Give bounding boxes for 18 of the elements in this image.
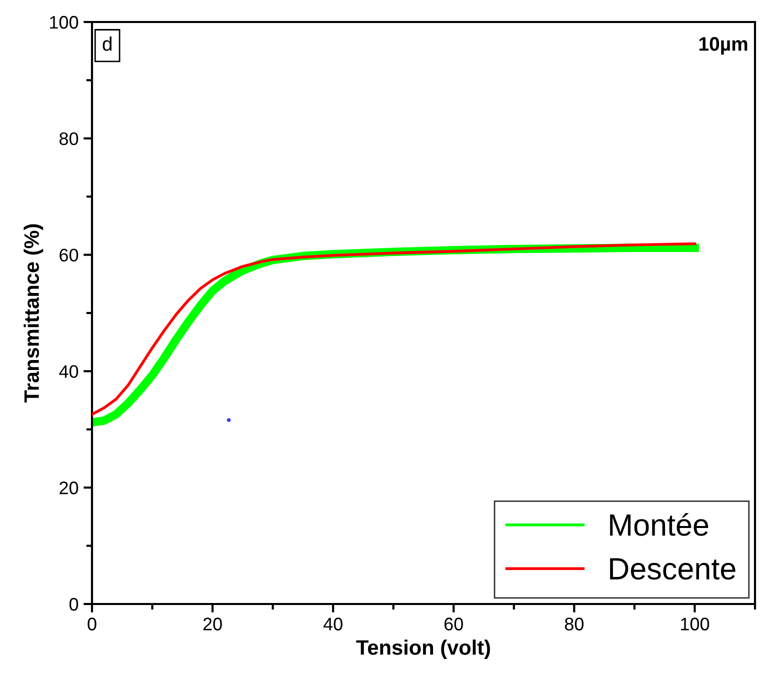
y-tick-label: 80 xyxy=(60,132,78,146)
annotation: 10µm xyxy=(699,37,748,55)
y-tick-label: 20 xyxy=(60,482,78,494)
y-tick-label: 40 xyxy=(59,365,78,378)
x-tick-label: 60 xyxy=(444,618,463,630)
y-tick-label: 100 xyxy=(50,16,78,29)
x-tick-label: 0 xyxy=(88,618,96,630)
y-tick-label: 0 xyxy=(69,598,78,611)
x-tick-label: 40 xyxy=(323,618,342,630)
y-axis-title: Transmittance (%) xyxy=(24,224,44,402)
y-tick-label: 60 xyxy=(60,248,78,262)
annotation: d xyxy=(102,36,112,51)
legend-label: Montée xyxy=(610,513,708,536)
x-axis-title: Tension (volt) xyxy=(356,640,490,659)
legend-label: Descente xyxy=(610,558,736,580)
x-tick-label: 80 xyxy=(564,618,584,630)
x-tick-label: 20 xyxy=(203,618,222,630)
x-tick-label: 100 xyxy=(681,618,710,630)
